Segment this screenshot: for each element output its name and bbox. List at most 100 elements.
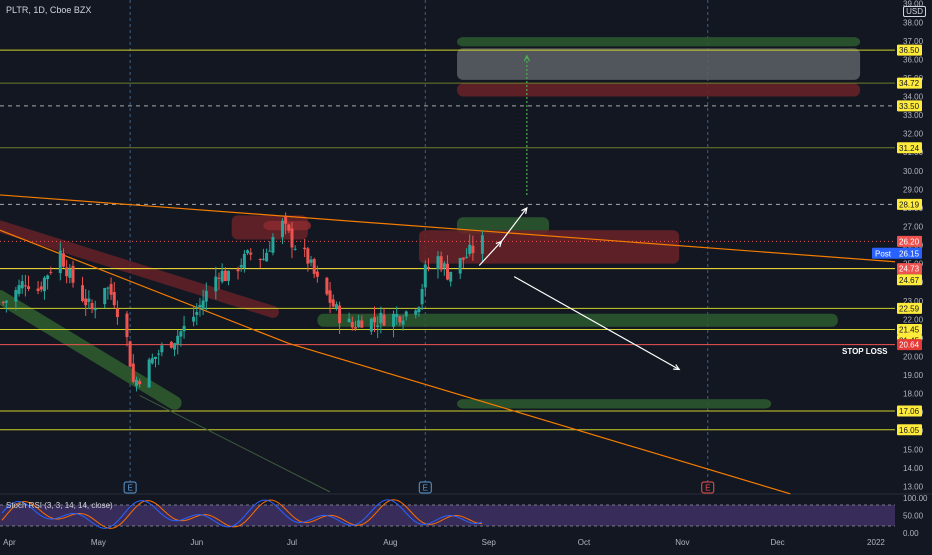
time-tick-label: Sep xyxy=(482,538,497,547)
price-tick-label: 20.00 xyxy=(903,352,924,361)
price-tag-label: 20.64 xyxy=(899,341,920,350)
candle-body xyxy=(347,318,351,323)
price-tick-label: 14.00 xyxy=(903,464,924,473)
annotation-arrow xyxy=(500,207,528,242)
candle-body xyxy=(68,269,72,278)
candle-body xyxy=(246,250,250,254)
candle-body xyxy=(398,316,402,323)
candle-body xyxy=(182,325,186,332)
candle-body xyxy=(303,247,307,250)
price-tick-label: 27.00 xyxy=(903,223,924,232)
currency-button[interactable]: USD xyxy=(903,6,926,17)
candle-body xyxy=(198,304,202,308)
price-tag xyxy=(897,263,922,275)
stoch-rsi-title[interactable]: Stoch RSI (3, 3, 14, 14, close) xyxy=(6,501,113,510)
candle-body xyxy=(131,363,135,382)
candle-body xyxy=(204,290,208,302)
price-tag-label: 17.06 xyxy=(899,407,920,416)
rsi-tick-label: 100.00 xyxy=(903,494,928,503)
rsi-d-line xyxy=(1,499,483,529)
price-tick-label: 38.00 xyxy=(903,18,924,27)
candle-body xyxy=(392,313,396,327)
time-tick-label: May xyxy=(91,538,106,547)
time-tick-label: Apr xyxy=(3,538,16,547)
earnings-marker-label: E xyxy=(705,484,710,493)
zone-highlights xyxy=(0,37,861,410)
candle-body xyxy=(106,287,110,289)
stop-loss-label: STOP LOSS xyxy=(842,347,888,356)
candle-body xyxy=(201,300,205,309)
price-tick-label: 39.00 xyxy=(903,0,924,9)
candle-body xyxy=(404,311,408,317)
zone-highlight xyxy=(263,220,312,231)
candle-body xyxy=(93,308,97,311)
price-tag xyxy=(897,198,922,210)
candle-body xyxy=(334,304,338,309)
price-tag xyxy=(897,100,922,112)
candle-body xyxy=(242,253,246,269)
candle-body xyxy=(249,252,253,255)
candle-body xyxy=(280,220,284,238)
candle-body xyxy=(87,298,91,302)
trendlines xyxy=(0,194,896,495)
candle-body xyxy=(423,264,427,288)
candle-body xyxy=(261,258,265,260)
price-tick-label: 33.00 xyxy=(903,111,924,120)
candle-body xyxy=(138,381,142,385)
price-tick-label: 22.00 xyxy=(903,315,924,324)
annotation-arrow xyxy=(513,276,680,370)
time-tick-label: Aug xyxy=(383,538,397,547)
candle-body xyxy=(109,284,113,295)
earnings-marker xyxy=(123,481,137,494)
price-tag xyxy=(897,274,922,286)
candle-body xyxy=(312,259,316,274)
trendline xyxy=(139,395,331,493)
candle-body xyxy=(401,320,405,325)
candle-body xyxy=(65,267,69,277)
price-tick-label: 18.00 xyxy=(903,390,924,399)
price-tick-label: 23.00 xyxy=(903,297,924,306)
stoch-rsi-pane xyxy=(0,499,895,529)
zone-highlight xyxy=(457,37,861,47)
candle-body xyxy=(458,258,462,274)
candle-body xyxy=(179,331,183,337)
candle-body xyxy=(157,353,161,355)
price-tick-label: 36.00 xyxy=(903,55,924,64)
candle-body xyxy=(71,265,75,283)
post-tag-price: 26.15 xyxy=(899,249,920,258)
zone-highlight xyxy=(0,290,182,410)
candle-body xyxy=(36,288,40,291)
candle-body xyxy=(395,314,399,318)
symbol-title[interactable]: PLTR, 1D, Cboe BZX xyxy=(6,5,92,15)
trendline xyxy=(0,229,290,345)
price-tick-label: 13.00 xyxy=(903,482,924,491)
candle-body xyxy=(328,290,332,303)
candle-body xyxy=(369,318,373,332)
candle-body xyxy=(309,259,313,263)
rsi-tick-label: 0.00 xyxy=(903,529,919,538)
time-tick-label: Jun xyxy=(190,538,203,547)
price-tag-label: 21.45 xyxy=(899,326,920,335)
candle-body xyxy=(169,341,173,348)
candle-body xyxy=(382,314,386,326)
candle-body xyxy=(90,303,94,310)
zone-highlight xyxy=(457,83,861,97)
candle-body xyxy=(27,286,31,290)
candle-body xyxy=(1,302,5,304)
candle-body xyxy=(220,270,224,282)
candle-body xyxy=(357,320,361,328)
candle-body xyxy=(49,271,53,273)
candle-body xyxy=(103,287,107,305)
candle-body xyxy=(471,245,475,254)
candle-body xyxy=(239,265,243,268)
time-tick-label: Oct xyxy=(578,538,591,547)
price-tick-label: 34.00 xyxy=(903,93,924,102)
candle-body xyxy=(61,253,65,267)
arrow-head xyxy=(673,364,681,371)
trendline xyxy=(288,342,791,495)
candle-body xyxy=(23,285,27,287)
candle-body xyxy=(360,320,364,328)
